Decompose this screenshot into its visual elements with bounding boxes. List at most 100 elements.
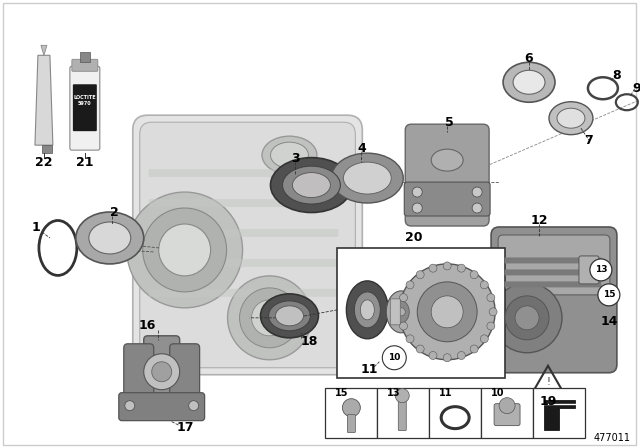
FancyBboxPatch shape: [504, 258, 602, 263]
Text: 22: 22: [35, 155, 52, 168]
Circle shape: [412, 187, 422, 197]
FancyBboxPatch shape: [337, 248, 505, 378]
Circle shape: [416, 271, 424, 279]
Text: 14: 14: [600, 315, 618, 328]
Circle shape: [499, 398, 515, 414]
Circle shape: [189, 401, 198, 411]
Bar: [325, 388, 378, 438]
FancyBboxPatch shape: [504, 281, 602, 287]
Circle shape: [472, 187, 482, 197]
Text: 7: 7: [584, 134, 593, 146]
Circle shape: [382, 346, 406, 370]
Circle shape: [429, 264, 437, 272]
Ellipse shape: [346, 281, 388, 339]
FancyBboxPatch shape: [148, 199, 339, 207]
Ellipse shape: [513, 70, 545, 94]
FancyBboxPatch shape: [119, 393, 205, 421]
Polygon shape: [35, 55, 53, 145]
Circle shape: [481, 335, 488, 343]
Ellipse shape: [360, 300, 374, 320]
Circle shape: [515, 306, 539, 330]
Text: 17: 17: [177, 421, 195, 434]
Circle shape: [397, 308, 405, 316]
Circle shape: [590, 259, 612, 281]
Circle shape: [396, 389, 409, 403]
Circle shape: [152, 362, 172, 382]
Circle shape: [429, 352, 437, 359]
Ellipse shape: [557, 108, 585, 128]
Circle shape: [472, 203, 482, 213]
Ellipse shape: [387, 291, 416, 333]
FancyBboxPatch shape: [348, 415, 355, 433]
Text: 10: 10: [491, 388, 504, 398]
Circle shape: [492, 283, 562, 353]
Text: 19: 19: [540, 395, 557, 408]
FancyBboxPatch shape: [124, 344, 154, 404]
Circle shape: [458, 352, 465, 359]
Ellipse shape: [76, 212, 144, 264]
Bar: [533, 388, 585, 438]
Circle shape: [239, 288, 300, 348]
Circle shape: [470, 345, 478, 353]
Text: 9: 9: [632, 82, 640, 95]
Text: 4: 4: [357, 142, 365, 155]
FancyBboxPatch shape: [170, 344, 200, 404]
Text: 21: 21: [76, 155, 93, 168]
Circle shape: [487, 322, 495, 330]
Ellipse shape: [275, 306, 303, 326]
Circle shape: [416, 345, 424, 353]
Text: !: !: [546, 377, 550, 387]
Circle shape: [412, 203, 422, 213]
Circle shape: [406, 281, 414, 289]
Ellipse shape: [260, 294, 319, 338]
Circle shape: [399, 264, 495, 360]
FancyBboxPatch shape: [494, 404, 520, 426]
Circle shape: [399, 322, 408, 330]
Circle shape: [487, 293, 495, 302]
Ellipse shape: [269, 301, 310, 331]
Circle shape: [417, 282, 477, 342]
FancyBboxPatch shape: [579, 256, 599, 284]
FancyBboxPatch shape: [140, 122, 355, 368]
Ellipse shape: [292, 172, 330, 198]
Ellipse shape: [393, 301, 409, 323]
Polygon shape: [41, 45, 47, 55]
Text: 8: 8: [612, 69, 621, 82]
Circle shape: [505, 296, 549, 340]
Circle shape: [431, 296, 463, 328]
Text: 10: 10: [388, 353, 401, 362]
FancyBboxPatch shape: [70, 66, 100, 150]
FancyBboxPatch shape: [405, 124, 489, 226]
Text: 20: 20: [406, 232, 423, 245]
FancyBboxPatch shape: [132, 115, 362, 375]
Circle shape: [125, 401, 135, 411]
Bar: [481, 388, 533, 438]
Polygon shape: [544, 400, 575, 430]
Circle shape: [470, 271, 478, 279]
Ellipse shape: [431, 149, 463, 171]
Text: 12: 12: [531, 214, 548, 227]
Ellipse shape: [89, 222, 131, 254]
Circle shape: [489, 308, 497, 316]
Ellipse shape: [549, 102, 593, 135]
Text: 6: 6: [525, 52, 533, 65]
FancyBboxPatch shape: [73, 84, 97, 131]
FancyBboxPatch shape: [404, 182, 490, 216]
Circle shape: [159, 224, 211, 276]
Circle shape: [443, 354, 451, 362]
Circle shape: [252, 300, 287, 336]
Text: 18: 18: [301, 335, 318, 348]
Circle shape: [481, 281, 488, 289]
Ellipse shape: [355, 292, 380, 328]
Text: LOCTITE
5970: LOCTITE 5970: [74, 95, 96, 106]
Circle shape: [143, 208, 227, 292]
Text: 13: 13: [387, 388, 401, 398]
FancyBboxPatch shape: [498, 235, 610, 295]
FancyBboxPatch shape: [504, 269, 602, 276]
Ellipse shape: [344, 162, 391, 194]
FancyBboxPatch shape: [148, 289, 339, 297]
Text: 15: 15: [603, 290, 615, 299]
Text: 11: 11: [439, 388, 452, 398]
Text: 477011: 477011: [594, 433, 631, 443]
Circle shape: [399, 293, 408, 302]
